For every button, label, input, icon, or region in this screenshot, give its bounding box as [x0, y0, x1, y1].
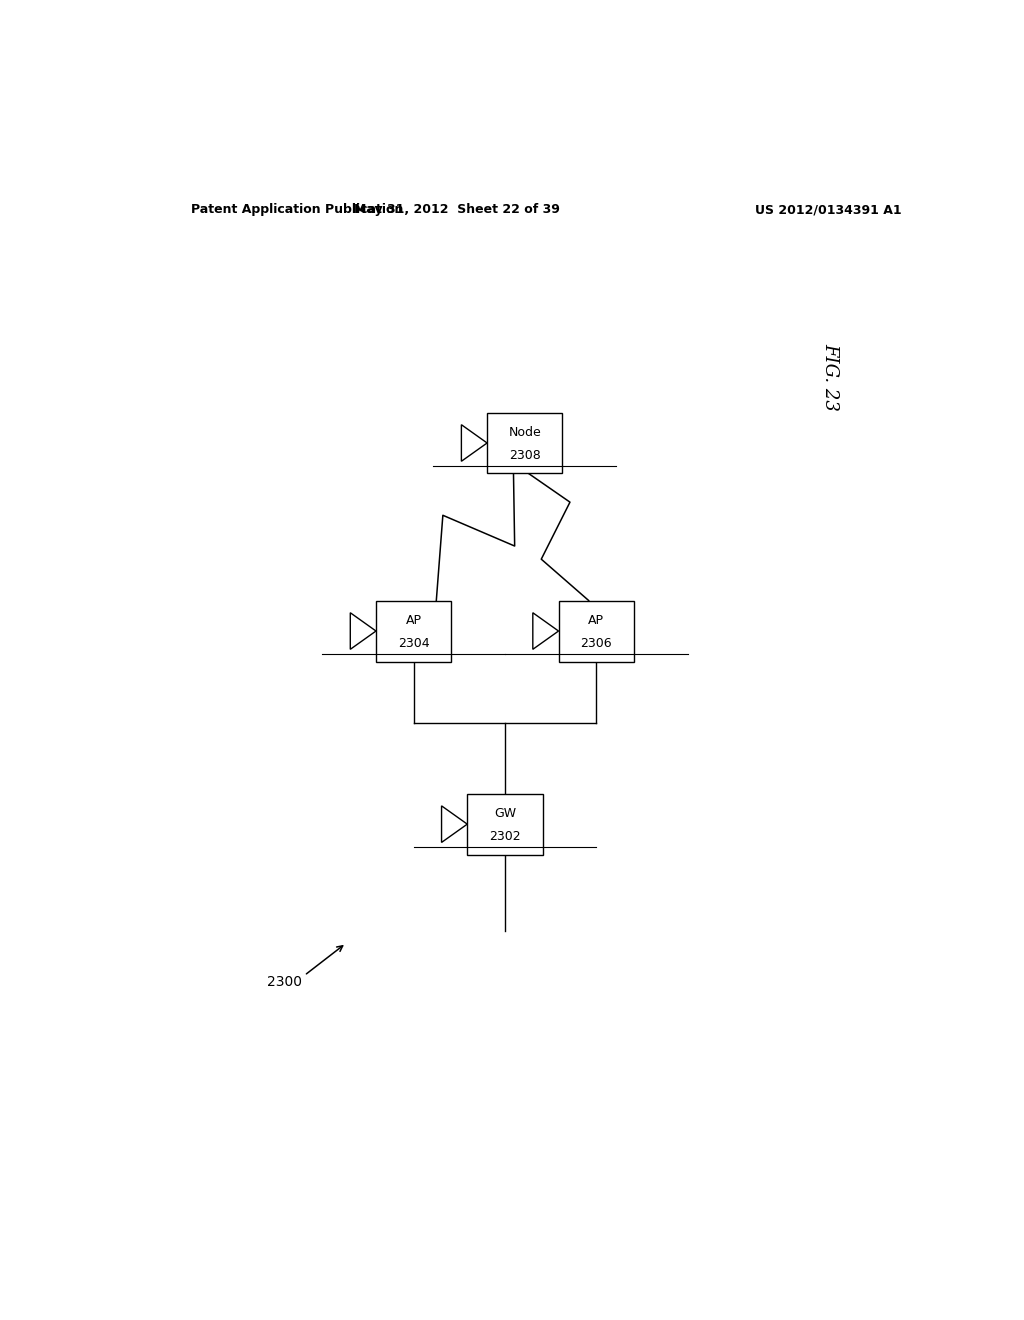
- Text: Node: Node: [509, 426, 541, 440]
- Text: FIG. 23: FIG. 23: [821, 343, 840, 411]
- Text: 2306: 2306: [581, 636, 612, 649]
- Text: 2304: 2304: [398, 636, 429, 649]
- Text: May 31, 2012  Sheet 22 of 39: May 31, 2012 Sheet 22 of 39: [354, 203, 560, 216]
- Text: AP: AP: [406, 614, 422, 627]
- Bar: [376, 601, 452, 661]
- Text: AP: AP: [588, 614, 604, 627]
- Text: GW: GW: [494, 808, 516, 820]
- Bar: [467, 793, 543, 854]
- Text: Patent Application Publication: Patent Application Publication: [191, 203, 403, 216]
- Text: 2302: 2302: [489, 830, 521, 843]
- Bar: [558, 601, 634, 661]
- Bar: [487, 413, 562, 474]
- Text: 2300: 2300: [267, 974, 302, 989]
- Text: US 2012/0134391 A1: US 2012/0134391 A1: [755, 203, 901, 216]
- Text: 2308: 2308: [509, 449, 541, 462]
